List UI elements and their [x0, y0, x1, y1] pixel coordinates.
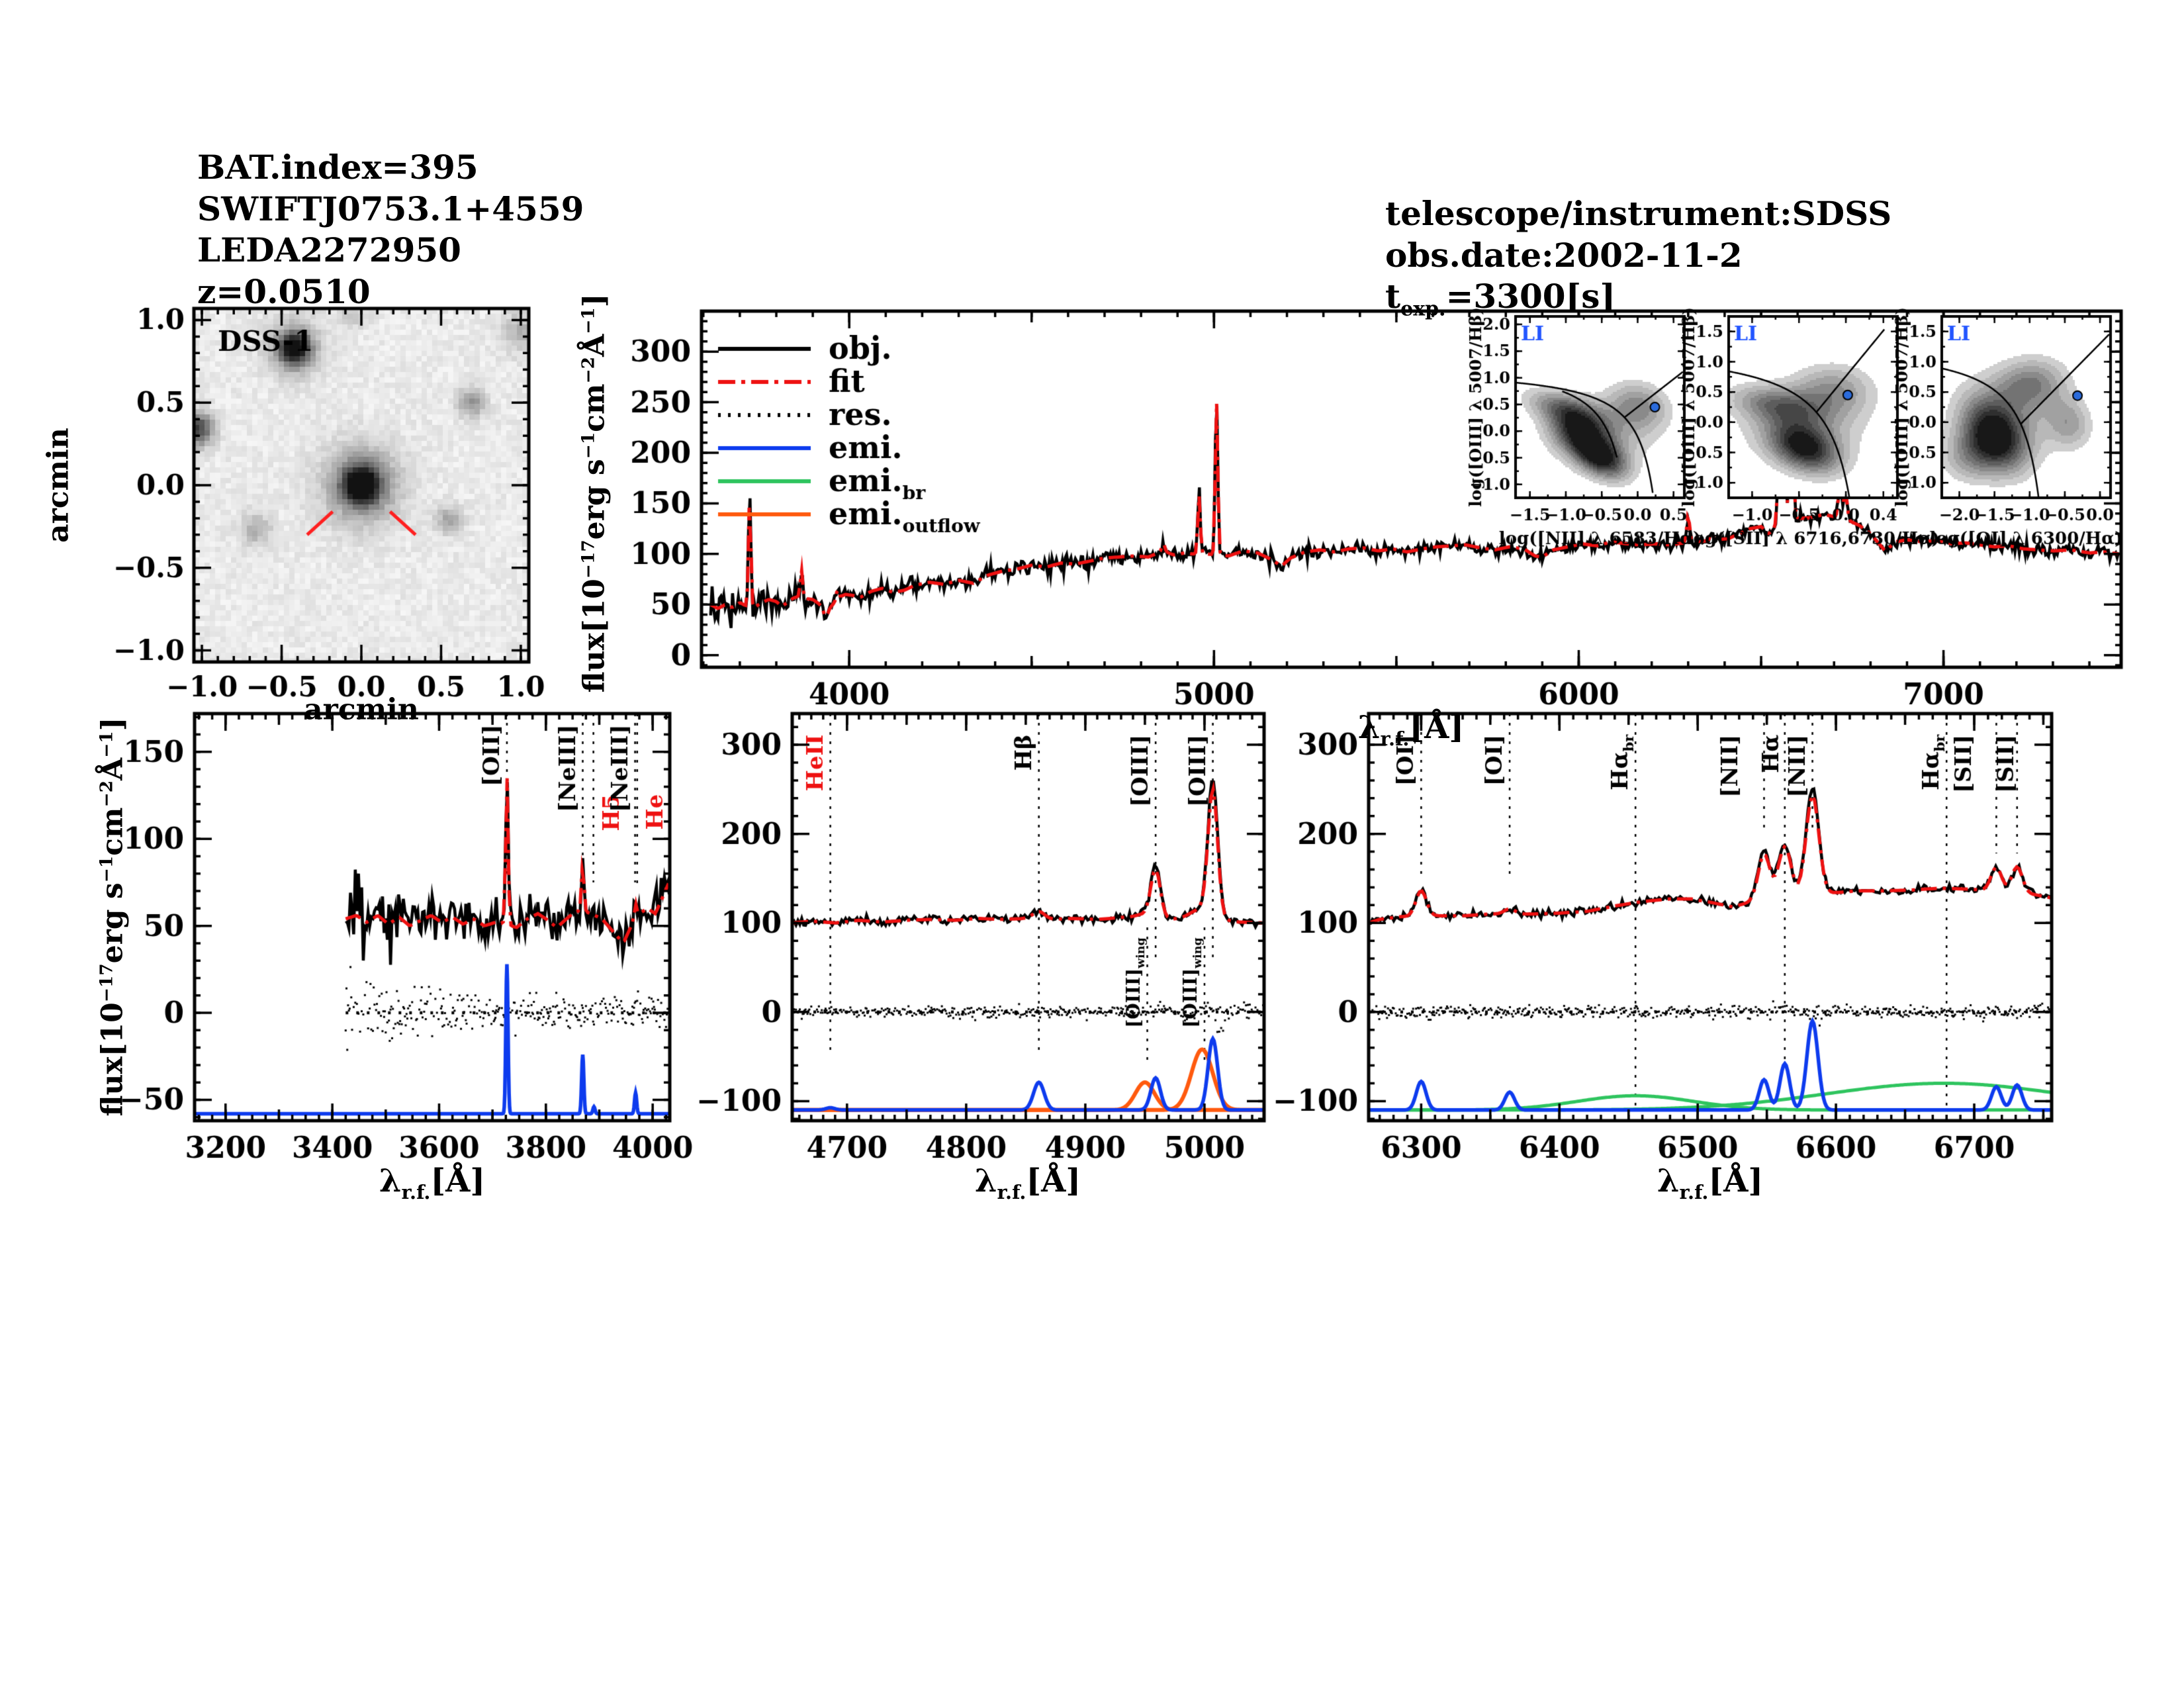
- telescope-instrument: telescope/instrument:SDSS: [1385, 194, 1892, 233]
- source-info-block: BAT.index=395 SWIFTJ0753.1+4559 LEDA2272…: [197, 147, 584, 312]
- leda-name: LEDA2272950: [197, 230, 461, 269]
- dss-ylabel: arcmin: [41, 428, 75, 543]
- zoom-hbeta-xlabel: λr.f.[Å]: [974, 1162, 1081, 1203]
- main-xlabel: λr.f.[Å]: [1357, 709, 1465, 750]
- redshift: z=0.0510: [197, 271, 371, 311]
- zoom-blue-xlabel: λr.f.[Å]: [379, 1162, 486, 1203]
- obs-date: obs.date:2002-11-2: [1385, 235, 1743, 275]
- observation-info-block: telescope/instrument:SDSS obs.date:2002-…: [1385, 193, 1891, 322]
- zoom-halpha-xlabel: λr.f.[Å]: [1657, 1162, 1764, 1203]
- bat-index: BAT.index=395: [197, 148, 478, 187]
- swift-name: SWIFTJ0753.1+4559: [197, 189, 584, 228]
- dss-xlabel: arcmin: [304, 692, 419, 727]
- zoom-blue-ylabel: flux[10−17erg s−1cm−2Å−1]: [95, 717, 130, 1117]
- main-ylabel: flux[10−17erg s−1cm−2Å−1]: [577, 293, 612, 693]
- exposure-time: texp.=3300[s]: [1385, 277, 1616, 321]
